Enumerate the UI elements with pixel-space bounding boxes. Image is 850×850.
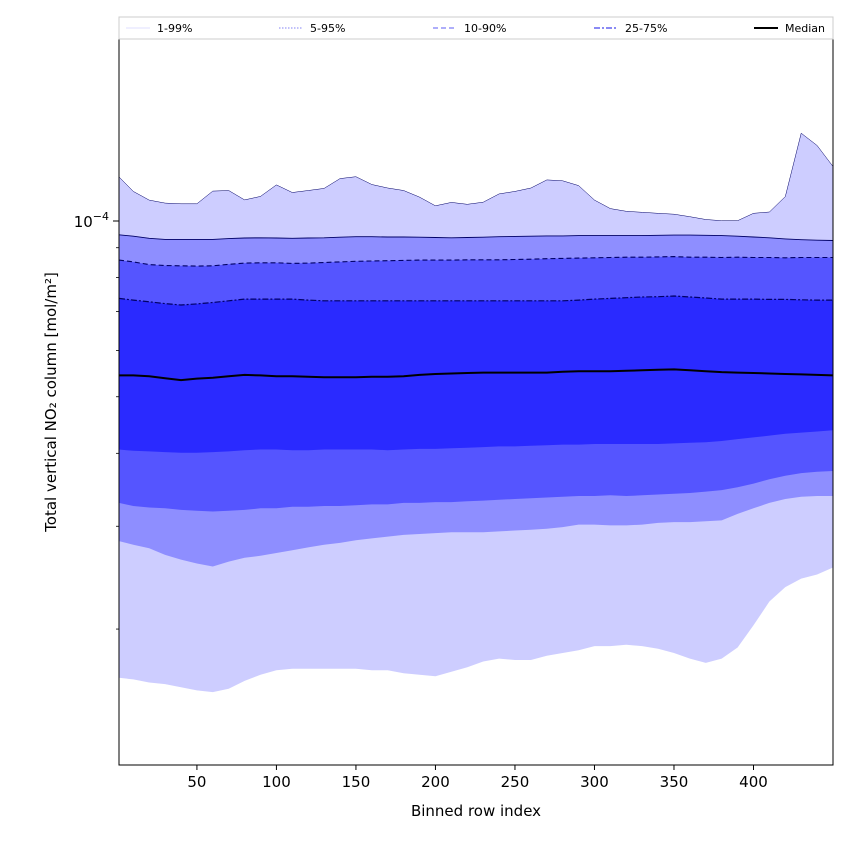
x-axis: 50 100 150 200 250 300 350 400 bbox=[187, 765, 768, 791]
plot-area bbox=[118, 132, 834, 693]
legend-label: Median bbox=[785, 22, 825, 35]
edge-line-95pct bbox=[118, 234, 834, 241]
band-edges-layer bbox=[118, 132, 834, 306]
edge-line-90pct bbox=[118, 256, 833, 267]
x-tick-label: 350 bbox=[660, 773, 689, 791]
x-tick-label: 400 bbox=[739, 773, 768, 791]
legend-box bbox=[118, 16, 834, 40]
legend-label: 5-95% bbox=[310, 22, 345, 35]
y-axis-label: Total vertical NO₂ column [mol/m²] bbox=[42, 272, 60, 533]
x-tick-label: 250 bbox=[501, 773, 530, 791]
x-tick-label: 150 bbox=[342, 773, 371, 791]
x-axis-label: Binned row index bbox=[411, 802, 541, 820]
legend: 1-99% 5-95% 10-90% 25-75% Median bbox=[118, 16, 834, 40]
legend-label: 10-90% bbox=[464, 22, 506, 35]
median-layer bbox=[119, 368, 834, 382]
legend-label: 1-99% bbox=[157, 22, 192, 35]
median-line bbox=[119, 368, 834, 382]
y-axis: 10−4 bbox=[74, 210, 119, 630]
band-25-75% bbox=[119, 296, 833, 453]
x-tick-label: 200 bbox=[421, 773, 450, 791]
x-tick-label: 300 bbox=[580, 773, 609, 791]
edge-line-99pct bbox=[118, 132, 834, 221]
x-tick-label: 100 bbox=[262, 773, 291, 791]
legend-label: 25-75% bbox=[625, 22, 667, 35]
edge-line-75pct bbox=[118, 295, 833, 306]
x-tick-label: 50 bbox=[187, 773, 206, 791]
y-major-tick-label: 10−4 bbox=[74, 210, 109, 231]
bands-layer bbox=[119, 133, 833, 693]
